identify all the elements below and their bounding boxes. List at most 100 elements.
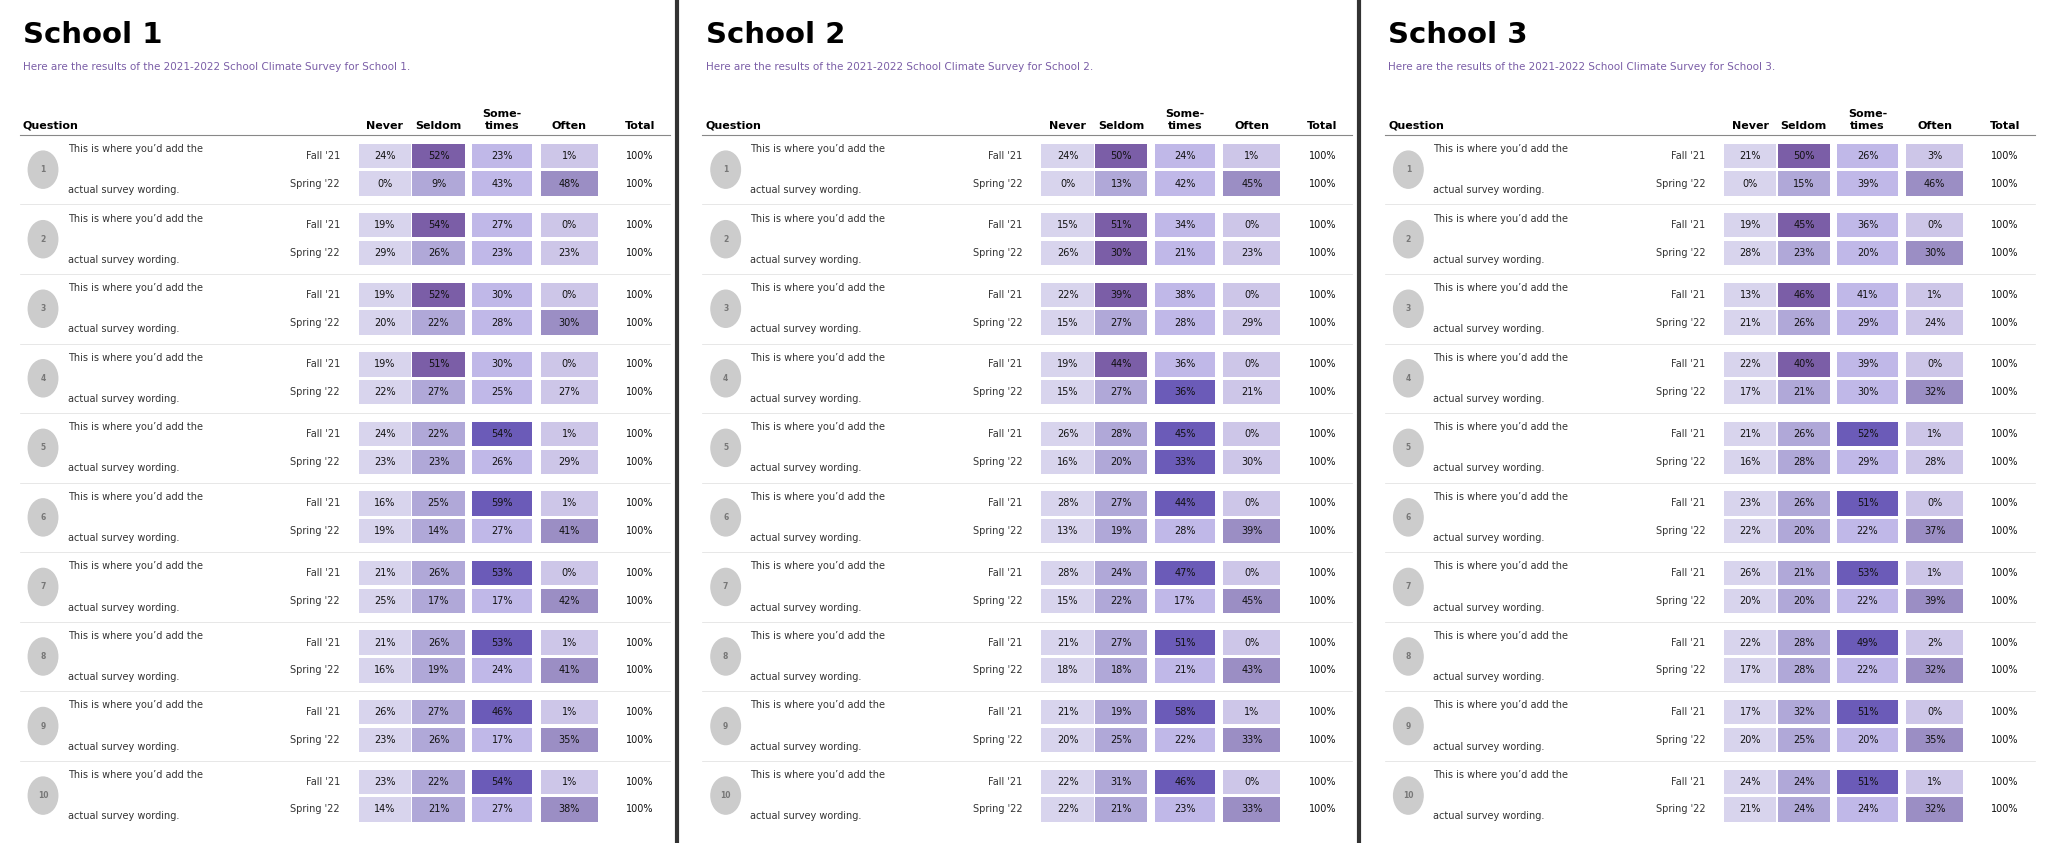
Text: Spring '22: Spring '22 xyxy=(291,526,340,536)
Bar xyxy=(1837,282,1898,307)
Text: This is where you’d add the: This is where you’d add the xyxy=(750,422,885,432)
Text: 26%: 26% xyxy=(1739,568,1761,578)
Bar xyxy=(1223,631,1280,655)
Bar xyxy=(1096,352,1147,377)
Bar xyxy=(471,728,532,752)
Text: 100%: 100% xyxy=(627,220,653,230)
Bar xyxy=(1907,519,1964,544)
Bar xyxy=(1042,449,1094,474)
Bar xyxy=(1724,171,1776,196)
Text: 8: 8 xyxy=(41,652,45,661)
Bar xyxy=(541,282,598,307)
Bar xyxy=(541,561,598,585)
Text: 100%: 100% xyxy=(627,665,653,675)
Bar xyxy=(1724,282,1776,307)
Text: actual survey wording.: actual survey wording. xyxy=(1434,603,1544,613)
Bar xyxy=(1837,422,1898,446)
Text: 100%: 100% xyxy=(627,179,653,189)
Bar xyxy=(1907,422,1964,446)
Bar xyxy=(412,700,465,724)
Text: 22%: 22% xyxy=(1739,637,1761,647)
Bar xyxy=(1096,519,1147,544)
Text: 100%: 100% xyxy=(1991,179,2019,189)
Text: 100%: 100% xyxy=(1991,220,2019,230)
Text: Fall '21: Fall '21 xyxy=(305,429,340,439)
Bar xyxy=(471,380,532,405)
Text: This is where you’d add the: This is where you’d add the xyxy=(1434,631,1569,641)
Text: 100%: 100% xyxy=(1309,359,1335,369)
Text: This is where you’d add the: This is where you’d add the xyxy=(68,283,203,293)
Bar xyxy=(1907,449,1964,474)
Text: 0%: 0% xyxy=(1245,290,1260,300)
Bar xyxy=(471,143,532,168)
Text: 30%: 30% xyxy=(1241,457,1264,467)
Text: Total: Total xyxy=(625,121,655,131)
Bar xyxy=(1155,588,1214,613)
Text: 2: 2 xyxy=(41,234,45,244)
Bar xyxy=(1778,449,1831,474)
Bar xyxy=(358,380,412,405)
Text: 54%: 54% xyxy=(492,776,512,787)
Text: 100%: 100% xyxy=(1309,457,1335,467)
Text: 54%: 54% xyxy=(492,429,512,439)
Text: 17%: 17% xyxy=(1739,387,1761,397)
Text: 30%: 30% xyxy=(559,318,580,328)
Text: 30%: 30% xyxy=(1110,248,1133,258)
Text: 100%: 100% xyxy=(1991,151,2019,161)
Bar xyxy=(1724,352,1776,377)
Text: 38%: 38% xyxy=(1174,290,1196,300)
Bar xyxy=(1042,143,1094,168)
Bar xyxy=(541,519,598,544)
Text: 52%: 52% xyxy=(428,151,449,161)
Text: actual survey wording.: actual survey wording. xyxy=(750,811,862,821)
Text: This is where you’d add the: This is where you’d add the xyxy=(1434,422,1569,432)
Circle shape xyxy=(1393,777,1423,814)
Text: actual survey wording.: actual survey wording. xyxy=(68,464,178,474)
Text: School 1: School 1 xyxy=(23,21,162,49)
Bar xyxy=(1223,352,1280,377)
Circle shape xyxy=(1393,360,1423,397)
Text: actual survey wording.: actual survey wording. xyxy=(1434,394,1544,404)
Text: 30%: 30% xyxy=(492,359,512,369)
Text: 5: 5 xyxy=(1405,443,1411,453)
Text: 28%: 28% xyxy=(1110,429,1133,439)
Text: 100%: 100% xyxy=(627,498,653,508)
Circle shape xyxy=(29,638,57,675)
Text: actual survey wording.: actual survey wording. xyxy=(1434,533,1544,543)
Text: 21%: 21% xyxy=(375,637,395,647)
Text: 7: 7 xyxy=(41,583,45,592)
Text: 13%: 13% xyxy=(1057,526,1077,536)
Text: actual survey wording.: actual survey wording. xyxy=(68,394,178,404)
Bar xyxy=(471,422,532,446)
Text: Fall '21: Fall '21 xyxy=(1671,498,1706,508)
Text: 37%: 37% xyxy=(1923,526,1946,536)
Text: 25%: 25% xyxy=(428,498,449,508)
Text: 24%: 24% xyxy=(1794,804,1815,814)
Bar xyxy=(358,631,412,655)
Text: Fall '21: Fall '21 xyxy=(989,290,1022,300)
Text: actual survey wording.: actual survey wording. xyxy=(750,325,862,335)
Text: This is where you’d add the: This is where you’d add the xyxy=(750,283,885,293)
Text: 9: 9 xyxy=(41,722,45,731)
Text: 1%: 1% xyxy=(1927,429,1942,439)
Bar xyxy=(358,352,412,377)
Text: 30%: 30% xyxy=(492,290,512,300)
Text: Spring '22: Spring '22 xyxy=(291,457,340,467)
Text: Fall '21: Fall '21 xyxy=(305,707,340,717)
Text: 0%: 0% xyxy=(1061,179,1075,189)
Bar xyxy=(1837,491,1898,516)
Text: actual survey wording.: actual survey wording. xyxy=(68,742,178,752)
Bar xyxy=(1155,241,1214,266)
Text: 23%: 23% xyxy=(492,248,512,258)
Text: 28%: 28% xyxy=(492,318,512,328)
Bar xyxy=(1223,449,1280,474)
Bar xyxy=(541,352,598,377)
Text: actual survey wording.: actual survey wording. xyxy=(1434,464,1544,474)
Text: 4: 4 xyxy=(723,373,729,383)
Bar xyxy=(1155,728,1214,752)
Bar xyxy=(1155,561,1214,585)
Circle shape xyxy=(1393,290,1423,327)
Text: Spring '22: Spring '22 xyxy=(1655,526,1706,536)
Text: 100%: 100% xyxy=(1309,179,1335,189)
Text: 19%: 19% xyxy=(1057,359,1077,369)
